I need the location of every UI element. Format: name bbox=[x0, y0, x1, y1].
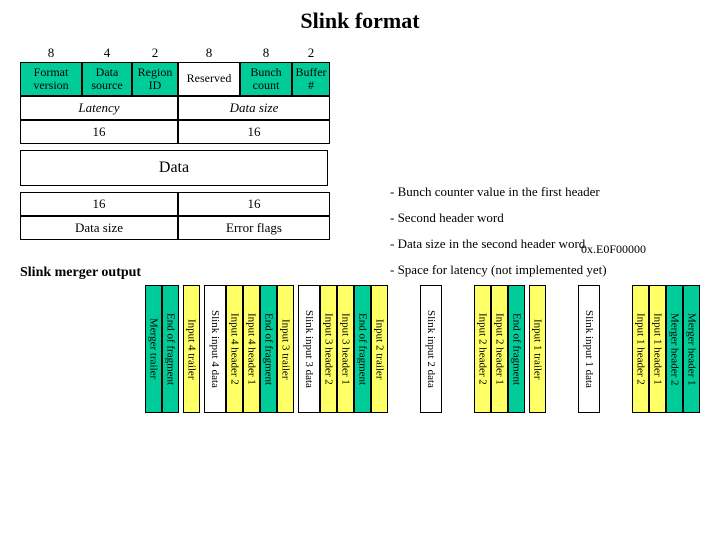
header-field: Reserved bbox=[178, 62, 240, 96]
strip-cell: Merger header 1 bbox=[683, 285, 700, 413]
strip-cell: Slink input 3 data bbox=[298, 285, 320, 413]
bit-width-label: 2 bbox=[292, 44, 330, 62]
merger-output-strips: Merger header 1Merger header 2Input 1 he… bbox=[20, 285, 700, 413]
row5-right: 16 bbox=[178, 192, 330, 216]
strip-gap bbox=[442, 285, 474, 413]
strip-cell: Input 2 header 1 bbox=[491, 285, 508, 413]
strip-cell: Input 1 header 2 bbox=[632, 285, 649, 413]
header-field: Data source bbox=[82, 62, 132, 96]
bit-width-label: 8 bbox=[20, 44, 82, 62]
strip-cell: End of fragment bbox=[508, 285, 525, 413]
strip-gap bbox=[388, 285, 420, 413]
strip-cell: End of fragment bbox=[354, 285, 371, 413]
header-field: Bunch count bbox=[240, 62, 292, 96]
row3-right: 16 bbox=[178, 120, 330, 144]
strip-cell: Merger trailer bbox=[145, 285, 162, 413]
bit-width-label: 8 bbox=[178, 44, 240, 62]
header-word-1: 842882 Format versionData sourceRegion I… bbox=[20, 44, 330, 144]
bit-width-label: 4 bbox=[82, 44, 132, 62]
strip-gap bbox=[600, 285, 632, 413]
strip-cell: Input 3 header 2 bbox=[320, 285, 337, 413]
row5-left: 16 bbox=[20, 192, 178, 216]
strip-cell: Slink input 2 data bbox=[420, 285, 442, 413]
strip-cell: Input 1 trailer bbox=[529, 285, 546, 413]
bit-width-label: 2 bbox=[132, 44, 178, 62]
datasize-cell: Data size bbox=[178, 96, 330, 120]
note-item: - Space for latency (not implemented yet… bbox=[390, 262, 607, 278]
strip-cell: Input 1 header 1 bbox=[649, 285, 666, 413]
data-block: Data bbox=[20, 150, 328, 186]
row6-left: Data size bbox=[20, 216, 178, 240]
note-item: - Bunch counter value in the first heade… bbox=[390, 184, 607, 200]
strip-cell: Input 4 header 1 bbox=[243, 285, 260, 413]
header-field: Region ID bbox=[132, 62, 178, 96]
row6-right: Error flags bbox=[178, 216, 330, 240]
note-item: - Second header word bbox=[390, 210, 607, 226]
strip-cell: Merger header 2 bbox=[666, 285, 683, 413]
strip-cell: End of fragment bbox=[162, 285, 179, 413]
notes-list: - Bunch counter value in the first heade… bbox=[390, 174, 607, 288]
strip-cell: Input 3 header 1 bbox=[337, 285, 354, 413]
note-item: - Data size in the second header word bbox=[390, 236, 607, 252]
strip-cell: Input 2 trailer bbox=[371, 285, 388, 413]
strip-cell: Input 4 trailer bbox=[183, 285, 200, 413]
header-field: Buffer # bbox=[292, 62, 330, 96]
strip-cell: Slink input 4 data bbox=[204, 285, 226, 413]
bit-width-label: 8 bbox=[240, 44, 292, 62]
strip-cell: Slink input 1 data bbox=[578, 285, 600, 413]
page-title: Slink format bbox=[20, 8, 700, 34]
strip-cell: End of fragment bbox=[260, 285, 277, 413]
strip-gap bbox=[546, 285, 578, 413]
latency-cell: Latency bbox=[20, 96, 178, 120]
strip-cell: Input 4 header 2 bbox=[226, 285, 243, 413]
strip-cell: Input 2 header 2 bbox=[474, 285, 491, 413]
strip-cell: Input 3 trailer bbox=[277, 285, 294, 413]
row3-left: 16 bbox=[20, 120, 178, 144]
header-field: Format version bbox=[20, 62, 82, 96]
